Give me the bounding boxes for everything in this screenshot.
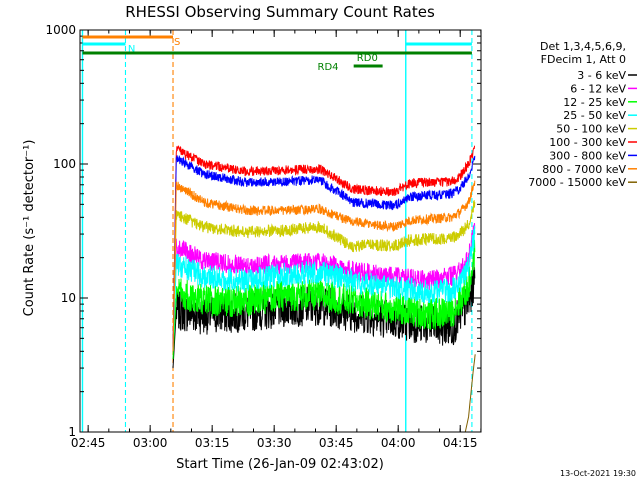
legend-entry-1: 6 - 12 keV (570, 82, 626, 95)
plot-frame (79, 29, 482, 433)
legend-entry-0: 3 - 6 keV (577, 69, 626, 82)
generated-timestamp: 13-Oct-2021 19:30 (560, 469, 636, 478)
x-tick-label-6: 04:15 (443, 436, 478, 450)
legend-header-line-1: Det 1,3,4,5,6,9, (540, 40, 626, 53)
legend-entry-4: 50 - 100 keV (556, 123, 626, 136)
legend: Det 1,3,4,5,6,9, FDecim 1, Att 0 3 - 6 k… (528, 40, 637, 189)
legend-entry-2: 12 - 25 keV (563, 96, 626, 109)
series-line-7 (172, 180, 476, 352)
flag-label-4: RD4 (318, 62, 339, 73)
status-flags: S N RD0 RD4 (82, 35, 472, 73)
chart-title: RHESSI Observing Summary Count Rates (125, 3, 435, 21)
y-tick-label-1: 10 (61, 291, 76, 305)
x-tick-label-1: 03:00 (133, 436, 168, 450)
legend-entry-5: 100 - 300 keV (549, 136, 626, 149)
y-tick-label-0: 1 (68, 425, 76, 439)
flag-label-3: RD0 (357, 53, 378, 64)
series-line-5 (172, 145, 476, 352)
legend-entry-7: 800 - 7000 keV (542, 163, 626, 176)
x-tick-label-3: 03:30 (257, 436, 292, 450)
y-tick-label-2: 100 (53, 157, 76, 171)
flag-label-0: S (174, 37, 180, 48)
y-tick-label-3: 1000 (45, 23, 76, 37)
x-tick-label-2: 03:15 (195, 436, 230, 450)
x-tick-label-5: 04:00 (381, 436, 416, 450)
x-tick-label-4: 03:45 (319, 436, 354, 450)
x-tick-label-0: 02:45 (71, 436, 106, 450)
series-line-1 (172, 223, 476, 352)
flag-label-1: N (128, 44, 135, 55)
legend-entry-6: 300 - 800 keV (549, 149, 626, 162)
series-line-2 (172, 239, 476, 360)
series-line-4 (172, 200, 476, 352)
series-line-6 (172, 155, 476, 352)
legend-entry-3: 25 - 50 keV (563, 109, 626, 122)
legend-entry-8: 7000 - 15000 keV (528, 176, 626, 189)
plot-area: 02:45 03:00 03:15 03:30 03:45 04:00 04:15 1 10 10… (45, 23, 482, 450)
series-line-8 (464, 354, 476, 433)
x-axis-label: Start Time (26-Jan-09 02:43:02) (176, 457, 384, 472)
legend-header-line-2: FDecim 1, Att 0 (541, 53, 626, 66)
series-line-3 (172, 225, 476, 352)
y-axis-label: Count Rate (s⁻¹ detector⁻¹) (22, 140, 37, 317)
